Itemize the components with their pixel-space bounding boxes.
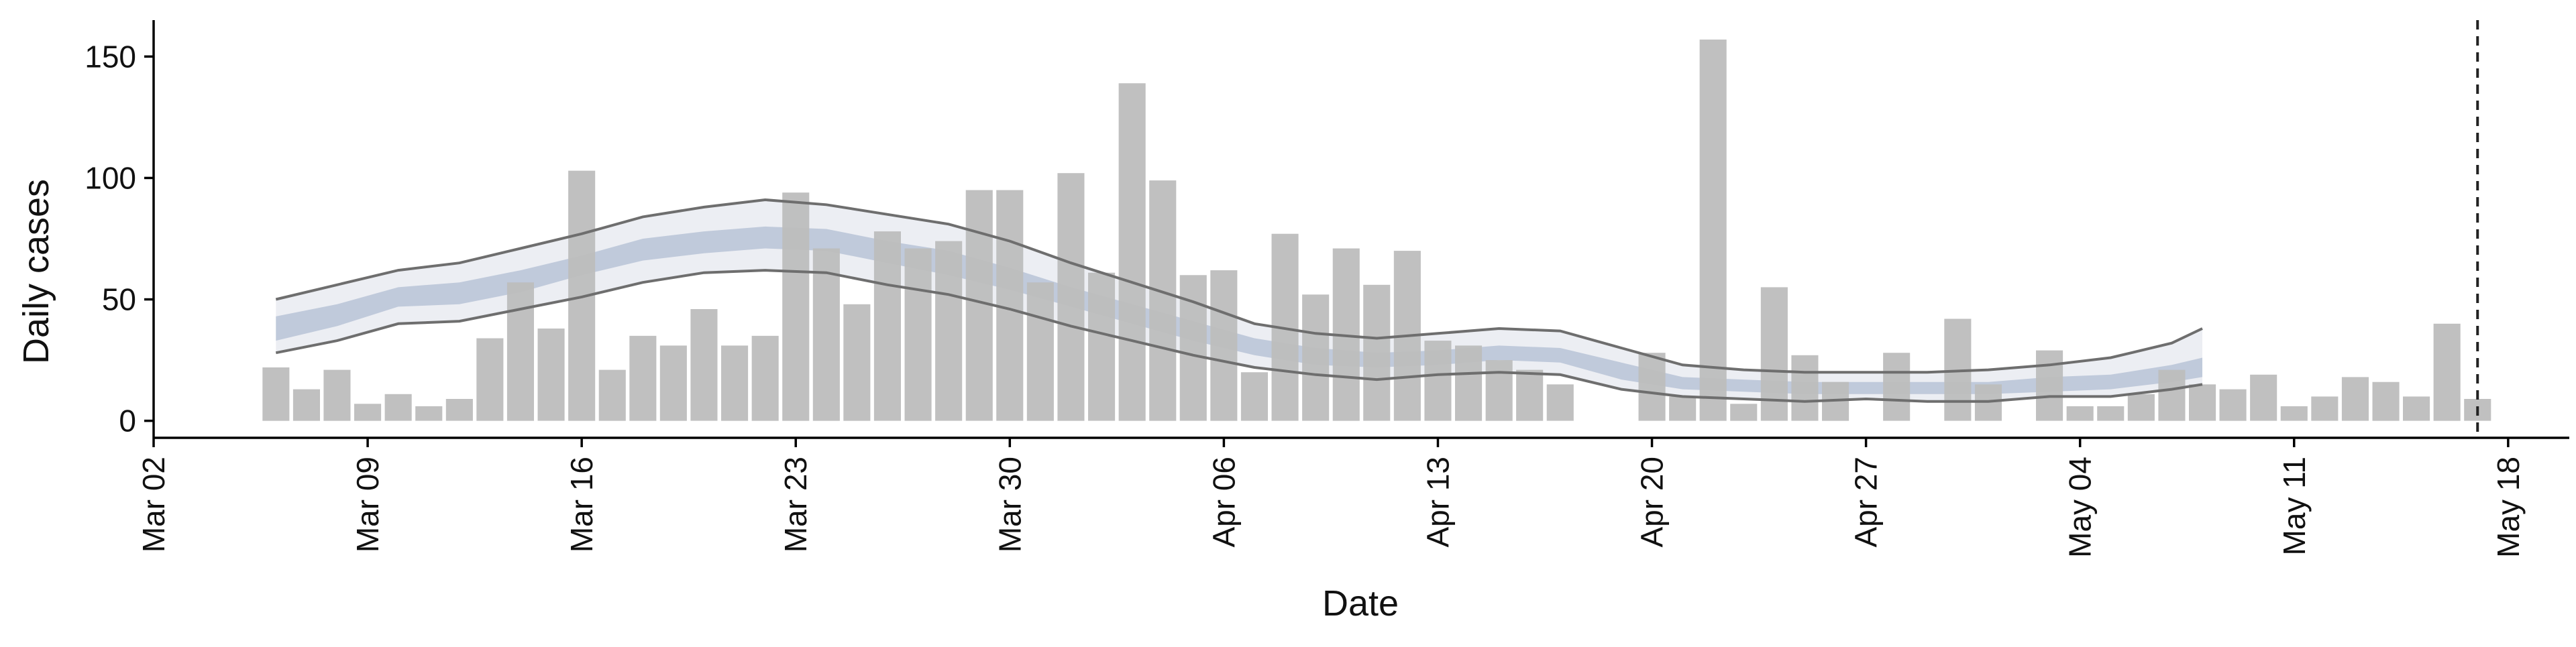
bar-2020-04-22 <box>1699 40 1727 421</box>
y-tick-label: 150 <box>85 39 136 74</box>
upper-bound-line <box>275 198 2203 374</box>
x-axis-title: Date <box>1322 583 1399 624</box>
x-tick-label: Mar 23 <box>778 457 813 552</box>
axes: 0 50 100 150 Mar 02 Mar 09 Mar 16 Mar 23 Mar 30 A… <box>85 20 2569 558</box>
bar-2020-04-17 <box>1546 384 1574 421</box>
bar-2020-04-04 <box>1149 180 1177 421</box>
x-tick-label: Mar 16 <box>564 457 599 552</box>
x-tick-label: May 11 <box>2277 457 2312 555</box>
outer-credible-band <box>276 200 2202 402</box>
bar-2020-03-29 <box>965 190 993 421</box>
bar-2020-05-07 <box>2158 369 2186 421</box>
y-tick-label: 0 <box>119 404 136 438</box>
x-tick-label: Apr 27 <box>1849 457 1884 548</box>
bar-2020-04-28 <box>1883 353 1911 421</box>
bar-2020-05-11 <box>2280 406 2308 421</box>
bar-2020-03-27 <box>904 248 932 421</box>
bar-2020-03-11 <box>415 406 443 421</box>
y-axis-title: Daily cases <box>16 179 56 364</box>
bar-2020-03-17 <box>598 369 626 421</box>
bar-2020-04-02 <box>1088 272 1116 421</box>
bar-2020-03-26 <box>873 231 901 421</box>
x-tick-label: Apr 13 <box>1420 457 1455 548</box>
bar-2020-03-28 <box>935 241 963 421</box>
bar-2020-03-09 <box>354 404 382 421</box>
bar-2020-03-24 <box>812 248 840 421</box>
bar-2020-03-25 <box>843 304 871 421</box>
bar-2020-03-20 <box>690 309 718 421</box>
bar-2020-04-15 <box>1485 360 1513 421</box>
x-tick-label: Mar 09 <box>350 457 385 552</box>
bar-2020-05-05 <box>2097 406 2125 421</box>
bar-2020-03-14 <box>506 282 534 421</box>
band-edge-lines <box>275 198 2203 403</box>
x-tick-label: Apr 06 <box>1206 457 1241 548</box>
lower-bound-line <box>275 269 2203 403</box>
daily-case-bars <box>262 40 2491 421</box>
estimate-bands <box>276 200 2202 402</box>
bar-2020-03-31 <box>1026 282 1054 421</box>
bar-2020-05-04 <box>2066 406 2094 421</box>
bar-2020-03-08 <box>323 369 351 421</box>
bar-2020-04-14 <box>1455 345 1483 421</box>
bar-2020-04-16 <box>1516 369 1544 421</box>
bar-2020-05-14 <box>2372 381 2400 421</box>
bar-2020-04-20 <box>1638 353 1666 421</box>
x-tick-label: Mar 30 <box>992 457 1027 552</box>
y-tick-label: 100 <box>85 160 136 195</box>
bar-2020-04-05 <box>1179 275 1207 421</box>
x-tick-label: May 04 <box>2063 457 2098 558</box>
bar-2020-04-23 <box>1730 404 1758 421</box>
bar-2020-04-25 <box>1791 355 1819 421</box>
x-tick-label: Mar 02 <box>136 457 171 552</box>
bar-2020-04-01 <box>1057 173 1085 421</box>
y-tick-label: 50 <box>102 282 136 317</box>
x-tick-label: Apr 20 <box>1635 457 1670 548</box>
bar-2020-04-09 <box>1302 294 1330 421</box>
bar-2020-03-07 <box>292 389 320 421</box>
bar-2020-04-21 <box>1669 396 1697 421</box>
bar-2020-05-03 <box>2036 350 2063 421</box>
bar-2020-04-13 <box>1424 341 1452 421</box>
bar-2020-05-06 <box>2127 394 2155 421</box>
bar-2020-03-19 <box>659 345 687 421</box>
bar-2020-03-21 <box>721 345 749 421</box>
bar-2020-05-08 <box>2189 384 2216 421</box>
bar-2020-04-11 <box>1363 284 1391 421</box>
bar-2020-05-10 <box>2250 374 2277 421</box>
bar-2020-05-13 <box>2341 377 2369 421</box>
bar-2020-03-22 <box>751 335 779 421</box>
bar-2020-03-23 <box>782 192 810 421</box>
bar-2020-03-06 <box>262 367 290 421</box>
bar-2020-05-16 <box>2433 323 2461 421</box>
bar-2020-04-07 <box>1240 372 1268 421</box>
bar-2020-03-13 <box>476 338 504 421</box>
bar-2020-03-10 <box>384 394 412 421</box>
bar-2020-04-03 <box>1118 83 1146 421</box>
bar-2020-03-12 <box>445 399 473 421</box>
bar-2020-03-30 <box>996 190 1024 421</box>
bar-2020-04-06 <box>1210 270 1238 421</box>
bar-2020-05-15 <box>2403 396 2430 421</box>
bar-2020-05-09 <box>2219 389 2247 421</box>
bar-2020-03-15 <box>537 329 565 421</box>
bar-2020-05-12 <box>2311 396 2339 421</box>
bar-2020-03-18 <box>629 335 657 421</box>
x-tick-label: May 18 <box>2491 457 2526 558</box>
